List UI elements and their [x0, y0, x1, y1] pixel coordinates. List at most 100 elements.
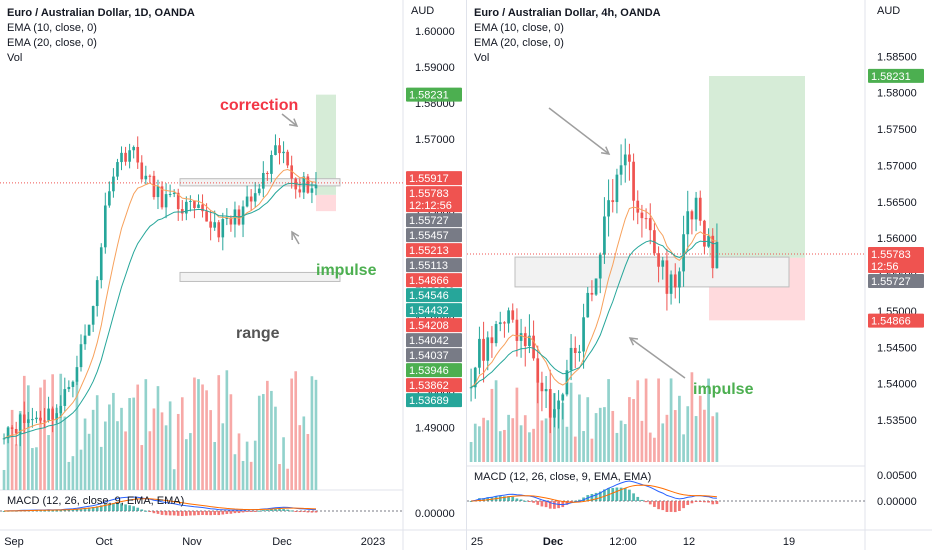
macd-histogram-bar	[636, 496, 640, 501]
macd-histogram-bar	[95, 506, 99, 511]
volume-bar	[682, 434, 685, 462]
macd-histogram-bar	[99, 505, 103, 511]
volume-bar	[237, 433, 241, 490]
macd-histogram-bar	[241, 511, 245, 513]
candle-body	[669, 274, 673, 294]
candle-body	[494, 324, 498, 344]
macd-histogram-bar	[548, 501, 552, 509]
volume-bar	[486, 420, 490, 462]
candle-body	[71, 381, 75, 387]
candle-body	[469, 387, 473, 389]
volume-bar	[233, 454, 237, 490]
left-ema20-label[interactable]: EMA (20, close, 0)	[7, 37, 97, 49]
volume-bar	[172, 469, 176, 490]
macd-histogram-bar	[160, 511, 164, 515]
price-badge	[406, 333, 462, 348]
candle-body	[221, 219, 225, 238]
right-vol-label[interactable]: Vol	[474, 52, 490, 64]
candle-body	[172, 192, 176, 195]
left-vol-label[interactable]: Vol	[7, 52, 23, 64]
volume-bar	[590, 438, 594, 462]
candle-body	[257, 188, 261, 194]
left-chart-pane[interactable]: 1.600001.590001.580001.570001.560001.550…	[0, 0, 466, 550]
candle-body	[189, 200, 192, 202]
macd-histogram-bar	[310, 511, 314, 513]
annotation-arrow	[629, 337, 686, 379]
volume-bar	[478, 426, 481, 462]
candle-body	[144, 175, 148, 180]
macd-histogram-bar	[185, 511, 188, 516]
volume-bar	[598, 407, 602, 462]
volume-bar	[266, 380, 269, 490]
price-badge	[406, 213, 462, 228]
volume-bar	[628, 397, 631, 462]
macd-histogram-bar	[565, 501, 569, 505]
macd-histogram-bar	[665, 501, 669, 512]
macd-histogram-bar	[59, 510, 63, 512]
price-badge	[406, 243, 462, 258]
candle-body	[603, 216, 606, 255]
candle-body	[553, 409, 556, 418]
price-badge-label: 1.55727	[409, 215, 449, 227]
macd-histogram-bar	[498, 496, 502, 501]
macd-histogram-bar	[266, 509, 269, 511]
left-ema10-label[interactable]: EMA (10, close, 0)	[7, 22, 97, 34]
price-badge-label: 1.54546	[409, 290, 449, 302]
right-symbol-title[interactable]: Euro / Australian Dollar, 4h, OANDA	[474, 7, 661, 19]
volume-bar	[653, 437, 656, 462]
price-tick-label: 1.56500	[877, 197, 917, 209]
volume-bar	[507, 414, 510, 462]
volume-bar	[168, 401, 172, 490]
left-symbol-title[interactable]: Euro / Australian Dollar, 1D, OANDA	[7, 7, 195, 19]
macd-histogram-bar	[290, 510, 293, 512]
price-badge-label: 1.53689	[409, 395, 449, 407]
volume-bar	[79, 449, 83, 490]
volume-bar	[120, 407, 123, 490]
right-chart-pane[interactable]: 1.58500 1.58000 1.57500 1.57000 1.56500 1.560…	[466, 0, 932, 550]
volume-bar	[669, 378, 673, 462]
macd-histogram-bar	[582, 497, 585, 501]
candle-body	[197, 204, 200, 208]
right-chart-canvas[interactable]: 1.58500 1.58000 1.57500 1.57000 1.56500 1.560…	[467, 0, 932, 550]
right-ema10-label[interactable]: EMA (10, close, 0)	[474, 22, 564, 34]
range-annotation: range	[236, 325, 280, 342]
candle-body	[193, 200, 196, 208]
volume-bar	[160, 412, 164, 490]
range-box-upper	[514, 256, 790, 288]
left-axis-unit: AUD	[411, 5, 435, 17]
volume-bar	[225, 370, 229, 490]
price-tick-label: 1.53500	[877, 415, 917, 427]
volume-bar	[152, 408, 156, 490]
candle-body	[35, 417, 38, 420]
price-badge-label: 1.54208	[409, 320, 449, 332]
candle-body	[2, 438, 6, 440]
price-badge-label: 1.58231	[409, 90, 449, 102]
volume-bar	[636, 380, 640, 462]
volume-bar	[482, 417, 485, 462]
volume-bar	[686, 406, 690, 462]
macd-histogram-bar	[703, 501, 706, 503]
left-chart-canvas[interactable]: 1.600001.590001.580001.570001.560001.550…	[0, 0, 466, 550]
volume-bar	[124, 431, 127, 490]
volume-bar	[71, 456, 75, 490]
volume-bar	[632, 399, 635, 462]
volume-bar	[209, 410, 212, 490]
candle-body	[39, 417, 42, 421]
volume-bar	[707, 378, 710, 462]
macd-histogram-bar	[282, 509, 285, 511]
volume-bar	[112, 392, 115, 490]
price-badge	[868, 68, 924, 83]
price-badge-label: 1.55783	[409, 188, 449, 200]
right-macd-label[interactable]: MACD (12, 26, close, 9, EMA, EMA)	[474, 471, 652, 483]
price-badge	[868, 313, 924, 328]
candle-body	[498, 322, 502, 325]
macd-histogram-bar	[83, 507, 87, 511]
price-badge-label: 1.58231	[871, 71, 911, 83]
macd-histogram-bar	[653, 501, 656, 507]
macd-histogram-bar	[51, 510, 54, 512]
volume-bar	[540, 420, 544, 462]
right-ema20-label[interactable]: EMA (20, close, 0)	[474, 37, 564, 49]
volume-bar	[83, 418, 87, 490]
candle-body	[473, 367, 477, 388]
left-macd-label[interactable]: MACD (12, 26, close, 9, EMA, EMA)	[7, 495, 185, 507]
